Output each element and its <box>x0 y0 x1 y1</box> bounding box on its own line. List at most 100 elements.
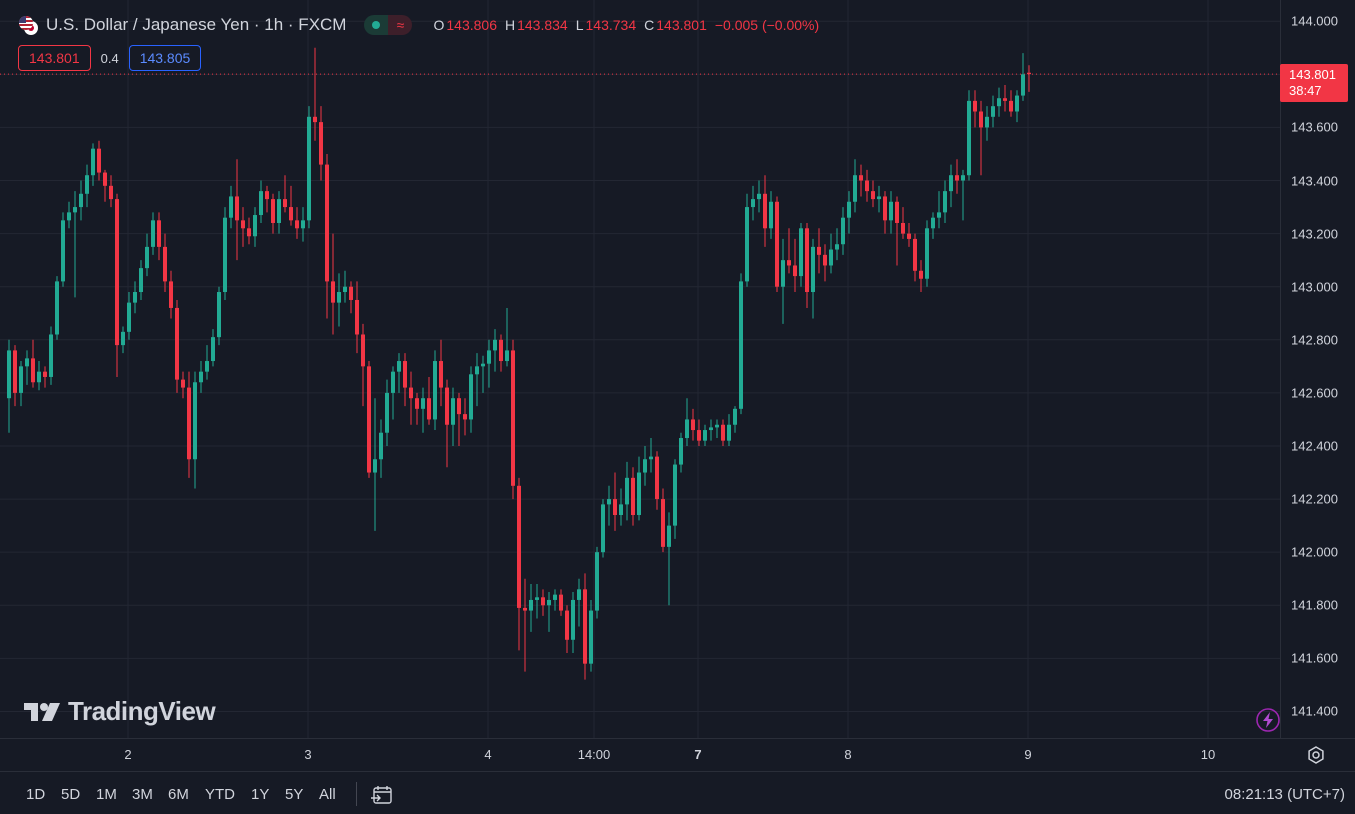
candle <box>535 584 539 619</box>
candle <box>685 398 689 446</box>
candle <box>715 419 719 439</box>
candle <box>1027 65 1031 92</box>
candle <box>955 159 959 194</box>
candle <box>289 185 293 226</box>
go-to-date-icon[interactable] <box>370 783 394 807</box>
candle <box>883 191 887 234</box>
candle <box>583 573 587 680</box>
candle <box>109 175 113 208</box>
symbol-title[interactable]: U.S. Dollar / Japanese Yen · 1h · FXCM <box>46 15 347 34</box>
candle <box>841 207 845 255</box>
price-tick-label: 143.200 <box>1291 226 1338 242</box>
time-tick-label: 8 <box>844 747 852 762</box>
time-tick-label: 9 <box>1024 747 1032 762</box>
candle <box>181 371 185 399</box>
price-tick-label: 144.000 <box>1291 13 1338 29</box>
candle <box>421 387 425 433</box>
candle <box>577 578 581 627</box>
high-label: H <box>504 17 516 33</box>
candle <box>697 419 701 446</box>
candle <box>937 191 941 229</box>
candle <box>271 193 275 234</box>
sell-price-button[interactable]: 143.801 <box>18 45 91 71</box>
candle <box>907 222 911 247</box>
candle <box>445 379 449 468</box>
close-value: 143.801 <box>656 17 707 33</box>
buy-price-button[interactable]: 143.805 <box>128 45 202 71</box>
candle <box>463 398 467 436</box>
candle <box>703 424 707 446</box>
data-delay-icon: ≈ <box>388 15 413 35</box>
candle <box>157 212 161 261</box>
candle <box>313 47 317 141</box>
candle <box>145 233 149 277</box>
candle <box>757 180 761 213</box>
candle <box>991 95 995 128</box>
lightning-icon[interactable] <box>1255 707 1280 733</box>
candle <box>631 467 635 526</box>
candle <box>337 273 341 327</box>
range-button-3m[interactable]: 3M <box>132 786 153 803</box>
candle <box>31 339 35 388</box>
low-value: 143.734 <box>585 17 637 33</box>
range-button-all[interactable]: All <box>319 786 336 803</box>
candle <box>73 191 77 298</box>
range-button-6m[interactable]: 6M <box>168 786 189 803</box>
timezone-clock[interactable]: 08:21:13 (UTC+7) <box>1224 786 1345 803</box>
close-label: C <box>644 17 655 33</box>
range-button-5d[interactable]: 5D <box>61 786 81 803</box>
bottom-toolbar: 08:21:13 (UTC+7) 1D 5D 1M 3M 6M YTD 1Y 5Y All <box>0 771 1355 814</box>
tradingview-logo[interactable]: TradingView <box>22 696 216 727</box>
range-button-1d[interactable]: 1D <box>26 786 46 803</box>
candle <box>49 326 53 385</box>
candle <box>127 292 131 340</box>
price-tick-label: 142.800 <box>1291 332 1338 348</box>
candle <box>103 169 107 202</box>
candle <box>625 461 629 521</box>
price-tick-label: 142.200 <box>1291 491 1338 507</box>
price-scale[interactable]: 144.000143.800143.600143.400143.200143.0… <box>1280 0 1355 738</box>
candle <box>85 164 89 208</box>
candle <box>721 419 725 446</box>
candle <box>637 456 641 521</box>
candle <box>865 169 869 202</box>
candle <box>481 355 485 393</box>
candle <box>469 366 473 433</box>
candle <box>523 578 527 672</box>
candle <box>925 220 929 287</box>
range-button-1m[interactable]: 1M <box>96 786 117 803</box>
candle <box>571 591 575 654</box>
candle <box>859 164 863 197</box>
chart-pane[interactable]: U.S. Dollar / Japanese Yen · 1h · FXCM ≈… <box>0 0 1280 738</box>
candle <box>79 180 83 221</box>
time-tick-label: 7 <box>694 747 702 762</box>
candle <box>301 207 305 242</box>
candle <box>331 233 335 335</box>
candle <box>787 228 791 274</box>
candle <box>19 361 23 407</box>
range-button-ytd[interactable]: YTD <box>205 786 235 803</box>
candle <box>217 286 221 346</box>
market-status-pill[interactable]: ≈ <box>364 15 413 35</box>
candle <box>37 361 41 391</box>
candle <box>1015 90 1019 123</box>
time-axis[interactable]: 2 3 4 14:00 7 8 9 10 <box>0 738 1355 771</box>
candlestick-chart[interactable] <box>0 0 1280 738</box>
range-button-1y[interactable]: 1Y <box>251 786 270 803</box>
time-tick-label: 2 <box>124 747 132 762</box>
last-price-value: 143.801 <box>1289 67 1336 83</box>
range-button-5y[interactable]: 5Y <box>285 786 304 803</box>
candle <box>649 438 653 473</box>
candle <box>931 212 935 239</box>
candle <box>391 366 395 420</box>
candle <box>823 244 827 282</box>
settings-gear-icon[interactable] <box>1306 745 1326 765</box>
candle <box>283 175 287 213</box>
candle <box>253 207 257 247</box>
candle <box>967 90 971 181</box>
candle <box>343 270 347 303</box>
candle <box>769 191 773 239</box>
candle <box>727 414 731 446</box>
candle <box>277 191 281 234</box>
candle <box>415 392 419 425</box>
